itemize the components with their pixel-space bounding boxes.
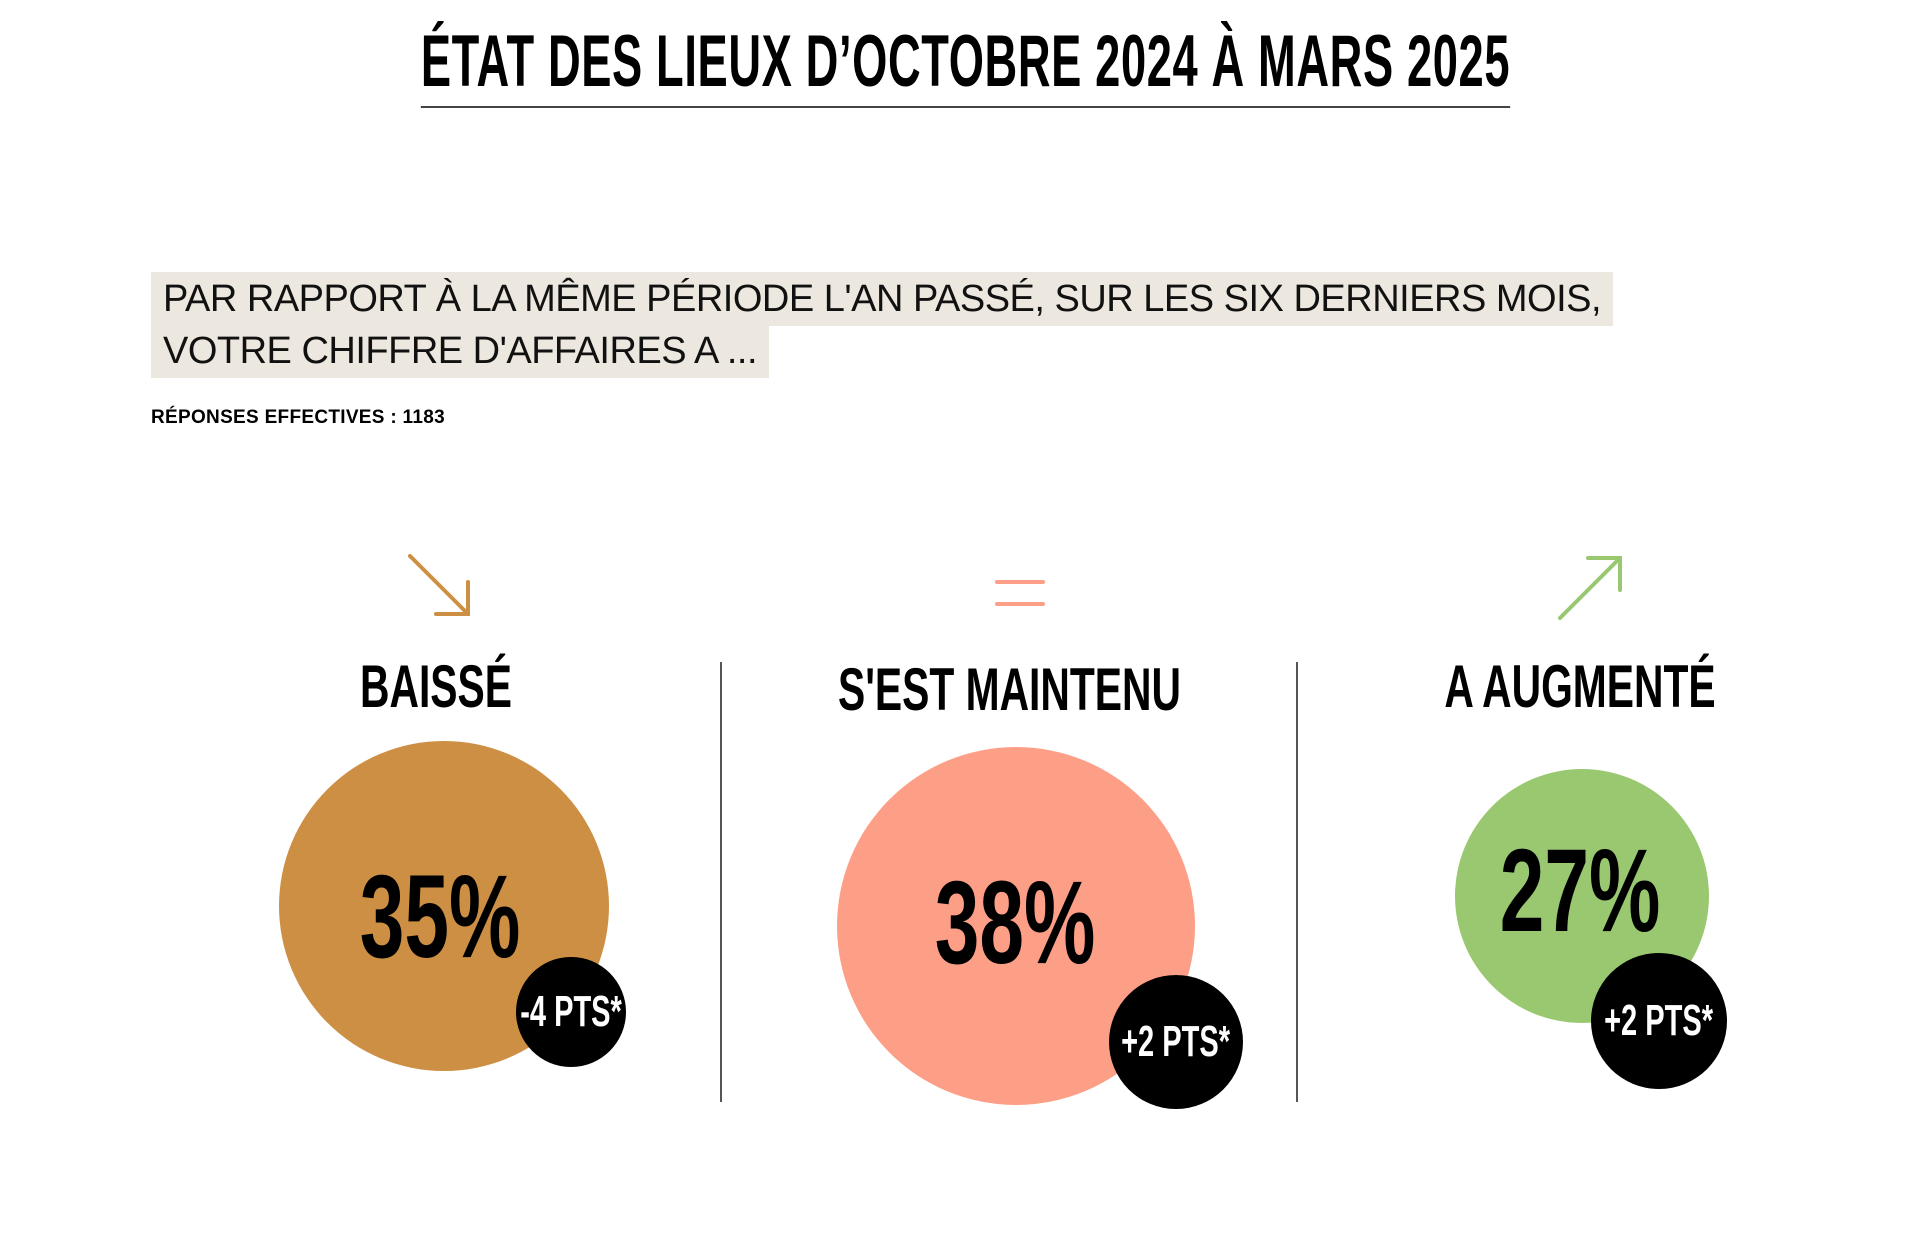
arrow-up-right-shape	[1558, 556, 1622, 620]
chart-title-text: ÉTAT DES LIEUX D’OCTOBRE 2024 À MARS 202…	[420, 18, 1510, 108]
value-label-baisse: 35%	[359, 851, 521, 983]
category-label-augmente: A AUGMENTÉ	[1444, 653, 1716, 720]
responses-count: RÉPONSES EFFECTIVES : 1183	[151, 407, 445, 428]
arrow-down-right-icon	[408, 554, 470, 616]
category-label-baisse: BAISSÉ	[360, 653, 512, 720]
equals-shape	[995, 580, 1045, 606]
column-divider	[1296, 662, 1298, 1102]
value-label-maintenu: 38%	[934, 857, 1096, 989]
delta-label-augmente: +2 PTS*	[1604, 996, 1714, 1045]
question-line-1: PAR RAPPORT À LA MÊME PÉRIODE L'AN PASSÉ…	[151, 272, 1614, 326]
chart-title: ÉTAT DES LIEUX D’OCTOBRE 2024 À MARS 202…	[0, 18, 1930, 108]
arrow-down-right-shape	[408, 554, 470, 616]
question-block: PAR RAPPORT À LA MÊME PÉRIODE L'AN PASSÉ…	[151, 272, 1614, 378]
equals-icon	[995, 580, 1045, 606]
arrow-up-right-icon	[1558, 556, 1622, 620]
delta-badge-baisse: -4 PTS*	[516, 957, 626, 1067]
delta-badge-augmente: +2 PTS*	[1591, 953, 1727, 1089]
delta-label-maintenu: +2 PTS*	[1121, 1017, 1231, 1066]
category-label-maintenu: S'EST MAINTENU	[838, 656, 1181, 723]
question-line-2: VOTRE CHIFFRE D'AFFAIRES A ...	[151, 324, 770, 378]
column-divider	[720, 662, 722, 1102]
value-label-augmente: 27%	[1499, 825, 1661, 957]
delta-label-baisse: -4 PTS*	[520, 987, 622, 1036]
delta-badge-maintenu: +2 PTS*	[1109, 975, 1243, 1109]
